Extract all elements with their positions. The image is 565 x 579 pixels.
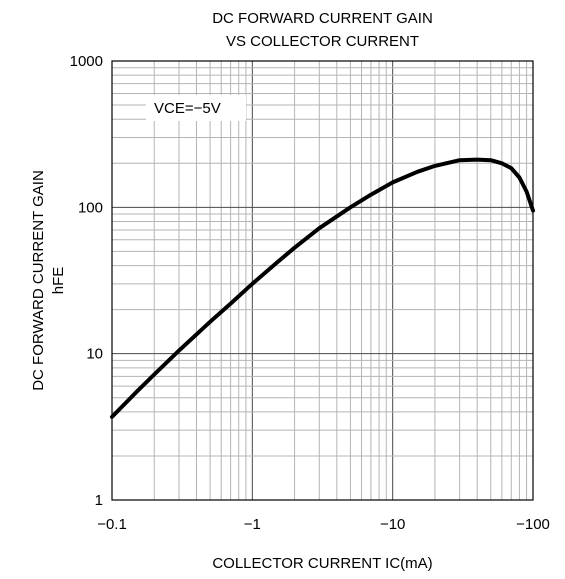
chart-title-line-1: DC FORWARD CURRENT GAIN (212, 10, 433, 27)
y-tick-label: 100 (78, 199, 103, 216)
x-tick-label: −1 (244, 516, 261, 533)
annotation-background (146, 95, 246, 121)
hfe-curve (110, 157, 535, 419)
x-axis-label: COLLECTOR CURRENT IC(mA) (212, 555, 432, 572)
plot-frame (111, 60, 534, 501)
y-tick-label: 1000 (70, 53, 103, 70)
x-tick-label: −10 (380, 516, 405, 533)
y-tick-label: 1 (95, 492, 103, 509)
y-axis-ticks: 1 10 100 1000 (70, 53, 103, 509)
y-axis-label-line-2: hFE (50, 267, 67, 295)
y-axis-label-line-1: DC FORWARD CURRENT GAIN (30, 170, 47, 391)
annotation-text: VCE=−5V (154, 100, 221, 117)
x-tick-label: −0.1 (97, 516, 127, 533)
chart-title-line-2: VS COLLECTOR CURRENT (226, 33, 419, 50)
x-tick-label: −100 (516, 516, 550, 533)
x-axis-ticks: −0.1 −1 −10 −100 (97, 516, 550, 533)
vce-annotation: VCE=−5V (146, 95, 246, 121)
grid (111, 61, 533, 501)
y-tick-label: 10 (86, 346, 103, 363)
